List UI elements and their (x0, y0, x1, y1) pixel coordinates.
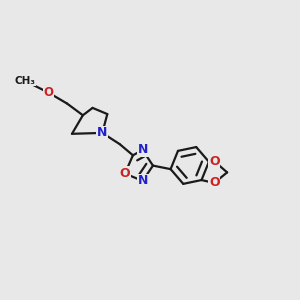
Text: N: N (137, 143, 148, 157)
Text: CH₃: CH₃ (14, 76, 35, 86)
Text: O: O (120, 167, 130, 180)
Text: O: O (44, 86, 53, 99)
Text: O: O (209, 155, 220, 168)
Text: N: N (137, 174, 148, 188)
Text: N: N (97, 126, 107, 140)
Text: O: O (209, 176, 220, 190)
